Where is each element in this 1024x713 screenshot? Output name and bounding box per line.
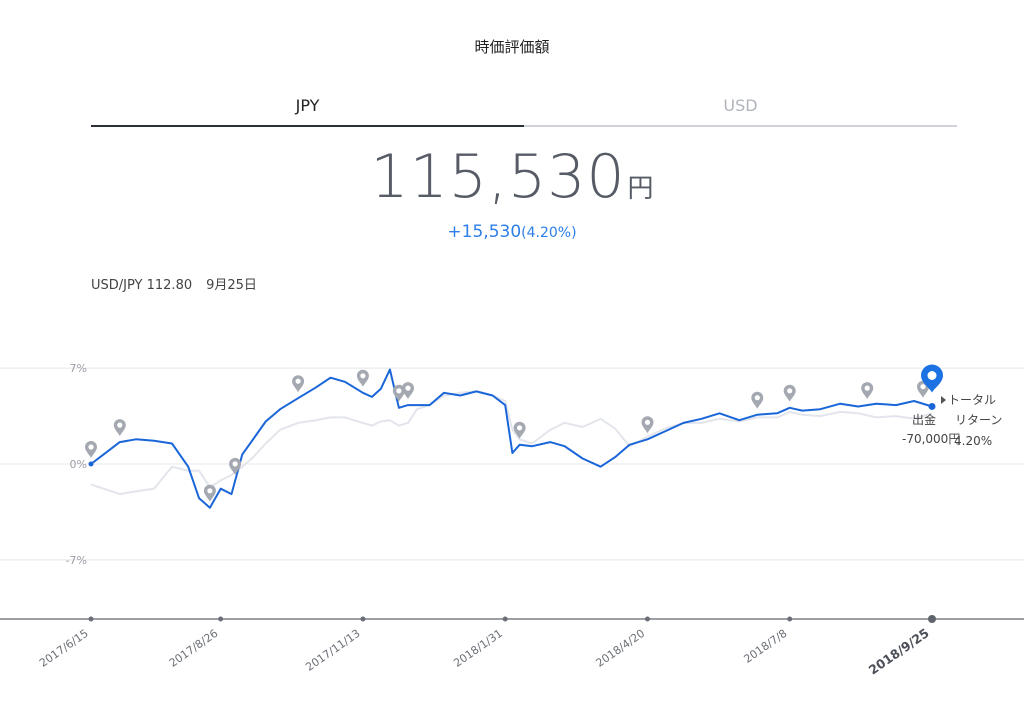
x-tick-label: 2018/1/31 [451, 627, 505, 670]
tooltip-total-title: トータル [948, 393, 996, 407]
location-pin-icon[interactable] [113, 419, 126, 437]
valuation-amount: 115,530 [370, 142, 626, 212]
x-tick-dot [502, 616, 508, 622]
series-line-main [90, 368, 933, 509]
page-title: 時価評価額 [474, 38, 550, 56]
location-pin-icon[interactable] [356, 369, 369, 387]
change-percent: (4.20%) [521, 225, 577, 241]
x-tick-dot [360, 616, 366, 622]
x-tick-label: 2018/7/8 [742, 627, 790, 666]
x-tick-dot [218, 616, 224, 622]
x-tick-label: 2018/4/20 [594, 627, 648, 670]
x-tick-label: 2017/11/13 [303, 627, 362, 674]
series-main [88, 368, 933, 509]
x-tick-dot [88, 616, 94, 622]
y-tick-label: -7% [66, 554, 87, 567]
location-pin-icon[interactable] [641, 416, 654, 434]
location-pin-icon[interactable] [229, 457, 242, 475]
x-tick-label: 2017/8/26 [167, 627, 221, 670]
location-pin-icon[interactable] [85, 441, 97, 458]
chart-grid: 7% 0% -7% [0, 362, 1024, 567]
current-pin-icon[interactable] [921, 364, 943, 393]
tab-jpy[interactable]: JPY [91, 96, 524, 127]
performance-chart[interactable]: 7% 0% -7% 2017/6/15 2017/8/26 2017/11/13 2018… [0, 330, 1024, 713]
tooltip-return-title: リターン [955, 413, 1002, 427]
fx-rate: USD/JPY 112.80 9月25日 [91, 274, 257, 293]
tooltip-withdraw-label: 出金 [912, 412, 936, 427]
change-amount: +15,530 [447, 222, 522, 242]
series-compare [90, 390, 933, 496]
valuation-display: 115,530円 [0, 142, 1024, 212]
x-tick-label: 2018/9/25 [866, 625, 932, 677]
tooltip-withdraw-value: -70,000円 [902, 432, 960, 446]
tooltip-return-value: 4.20% [954, 434, 992, 448]
location-pin-icon[interactable] [861, 382, 874, 400]
event-markers [85, 364, 943, 502]
valuation-change: +15,530(4.20%) [0, 222, 1024, 242]
location-pin-icon[interactable] [751, 391, 764, 409]
fx-date: 9月25日 [206, 278, 257, 293]
y-tick-label: 7% [70, 362, 87, 375]
tooltip-pointer-icon [941, 396, 946, 404]
x-tick-dot [644, 616, 650, 622]
x-tick-label: 2017/6/15 [37, 627, 91, 670]
fx-pair: USD/JPY 112.80 [91, 278, 193, 293]
x-tick-dot [928, 615, 936, 623]
x-axis: 2017/6/15 2017/8/26 2017/11/13 2018/1/31 201… [0, 615, 1024, 678]
location-pin-icon[interactable] [513, 421, 526, 439]
currency-tabs: JPY USD [91, 96, 957, 127]
current-point [928, 402, 936, 410]
x-tick-dot [787, 616, 793, 622]
location-pin-icon[interactable] [203, 484, 216, 502]
valuation-unit: 円 [627, 174, 654, 204]
tab-usd[interactable]: USD [524, 96, 957, 127]
location-pin-icon[interactable] [392, 384, 405, 402]
series-start-point [88, 461, 94, 467]
location-pin-icon[interactable] [402, 382, 414, 400]
location-pin-icon[interactable] [292, 375, 305, 393]
location-pin-icon[interactable] [783, 384, 796, 402]
series-line-compare [90, 390, 933, 496]
y-tick-label: 0% [70, 458, 87, 471]
